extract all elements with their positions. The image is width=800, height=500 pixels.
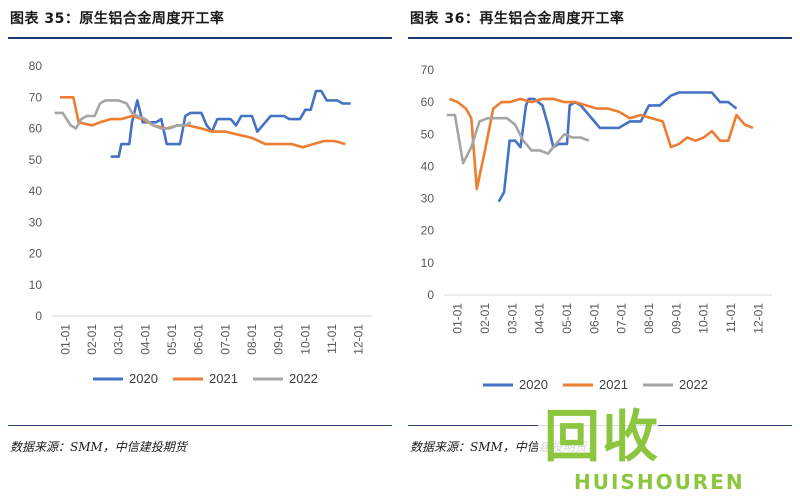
y-tick-label: 0 (35, 309, 42, 323)
x-tick-label: 10-01 (298, 324, 312, 355)
y-tick-label: 10 (421, 256, 435, 270)
x-tick-label: 08-01 (642, 303, 656, 334)
x-tick-label: 12-01 (352, 324, 366, 355)
x-tick-label: 03-01 (112, 324, 126, 355)
x-tick-label: 05-01 (165, 324, 179, 355)
y-tick-label: 20 (421, 224, 435, 238)
series-line-2020 (110, 89, 351, 158)
chart-panel-36: 图表 36：再生铝合金周度开工率 0 10 20 30 40 50 60 70 01-01 02-… (400, 0, 800, 500)
series-line-2021 (60, 95, 346, 149)
legend-label: 2022 (679, 377, 708, 392)
y-tick-label: 70 (29, 90, 43, 104)
y-tick-label: 60 (421, 95, 435, 109)
x-tick-label: 12-01 (751, 303, 765, 334)
x-tick-label: 09-01 (272, 324, 286, 355)
x-tick-label: 04-01 (138, 324, 152, 355)
legend-label: 2022 (289, 371, 318, 386)
legend-label: 2021 (209, 371, 238, 386)
y-tick-label: 60 (29, 122, 43, 136)
x-tick-label: 11-01 (724, 303, 738, 333)
watermark-backdrop (538, 404, 658, 474)
x-tick-label: 08-01 (245, 324, 259, 355)
y-tick-label: 30 (421, 192, 435, 206)
x-tick-label: 04-01 (533, 303, 547, 334)
x-tick-label: 06-01 (587, 303, 601, 334)
watermark-subtext: HUISHOUREN (574, 470, 745, 494)
watermark-text: 回收 (544, 405, 660, 470)
y-tick-label: 0 (427, 288, 434, 302)
x-tick-label: 07-01 (218, 324, 232, 355)
x-tick-label: 02-01 (478, 303, 492, 334)
y-tick-label: 50 (29, 153, 43, 167)
legend-label: 2021 (599, 377, 628, 392)
y-tick-label: 20 (29, 247, 43, 261)
y-tick-label: 30 (29, 215, 43, 229)
x-tick-label: 11-01 (325, 324, 339, 354)
source-rule (8, 425, 392, 426)
x-tick-label: 02-01 (85, 324, 99, 355)
x-tick-label: 01-01 (58, 324, 72, 355)
series-line-2022 (54, 99, 192, 130)
chart-title-36: 图表 36：再生铝合金周度开工率 (410, 11, 625, 27)
legend-label: 2020 (519, 377, 548, 392)
x-tick-label: 05-01 (560, 303, 574, 334)
y-tick-label: 40 (421, 159, 435, 173)
title-rule (8, 37, 392, 39)
y-tick-label: 80 (29, 59, 43, 73)
x-tick-label: 01-01 (451, 303, 465, 334)
x-tick-label: 09-01 (669, 303, 683, 334)
y-tick-label: 40 (29, 184, 43, 198)
chart-title-35: 图表 35：原生铝合金周度开工率 (10, 11, 225, 27)
line-chart-36: 0 10 20 30 40 50 60 70 01-01 02-01 03-01 04-01 05-01… (421, 63, 772, 392)
y-tick-label: 70 (421, 63, 435, 77)
x-tick-label: 06-01 (192, 324, 206, 355)
series-line-2022 (446, 113, 590, 165)
line-chart-35: 0 10 20 30 40 50 60 70 80 01-01 02-01 03-01 04-01 05-… (29, 59, 372, 386)
watermark-logo: 回收 HUISHOUREN (538, 392, 800, 500)
y-tick-label: 50 (421, 127, 435, 141)
series-line-2020 (497, 91, 738, 203)
x-tick-label: 10-01 (697, 303, 711, 334)
x-tick-label: 07-01 (615, 303, 629, 334)
chart-panel-35: 图表 35：原生铝合金周度开工率 0 10 20 30 40 50 60 70 80 01-01 0… (8, 11, 392, 454)
x-tick-label: 03-01 (505, 303, 519, 334)
source-note: 数据来源：SMM，中信建投期货 (10, 440, 187, 454)
y-tick-label: 10 (29, 278, 43, 292)
series-line-2021 (449, 97, 754, 191)
legend-label: 2020 (129, 371, 158, 386)
title-rule (408, 37, 792, 39)
